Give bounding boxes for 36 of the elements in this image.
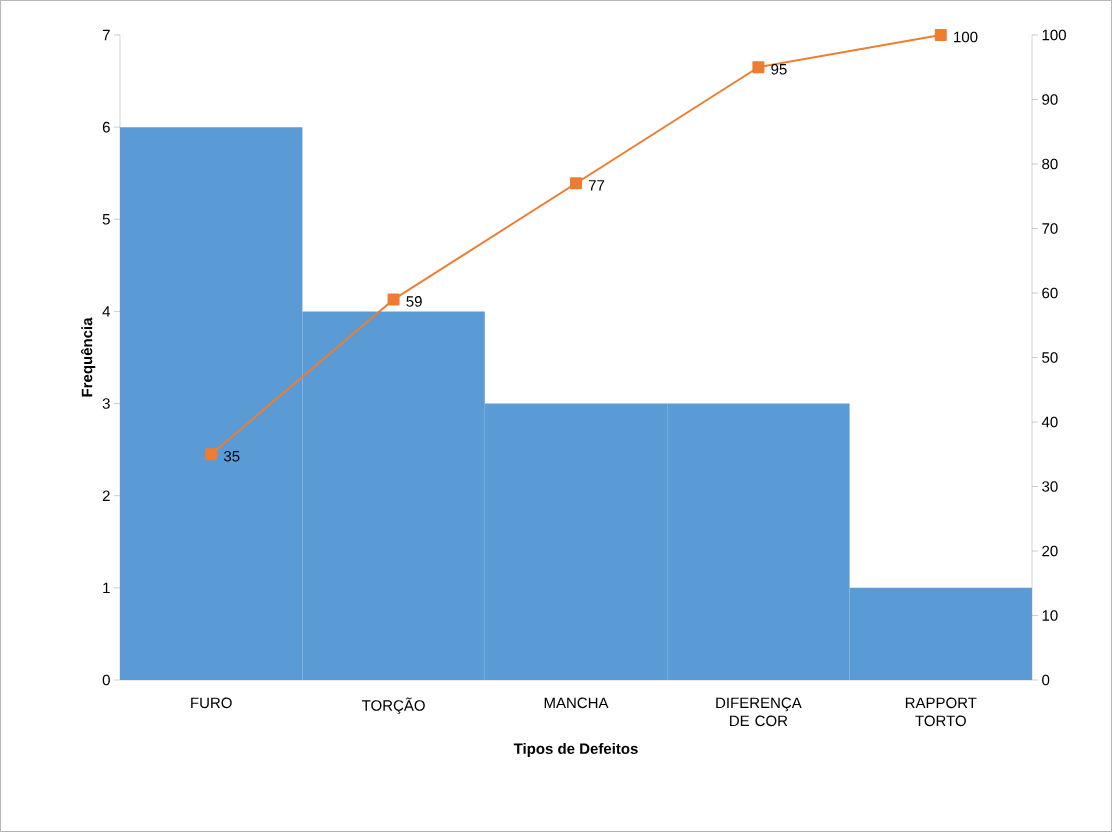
point <box>570 177 582 190</box>
y-tick-label: 3 <box>102 398 110 409</box>
y-tick-label: 0 <box>102 674 110 686</box>
y-axis-title: Frequência <box>80 317 96 397</box>
x-tick-label: FURO <box>191 697 232 709</box>
x-tick-label: MANCHA <box>544 697 609 709</box>
point <box>205 448 218 461</box>
x-tick-label: TORÇÃO <box>361 697 425 714</box>
data-label: 100 <box>954 31 978 43</box>
data-label: 77 <box>588 180 605 191</box>
y2-tick-label: 10 <box>1042 610 1058 621</box>
point <box>934 28 947 41</box>
x-axis-title: Tipos de Defeitos <box>513 743 638 757</box>
point <box>387 293 400 306</box>
y2-tick-label: 30 <box>1042 481 1058 492</box>
y2-tick-label: 70 <box>1042 223 1058 234</box>
y-tick-label: 7 <box>102 29 110 41</box>
y-tick-label: 6 <box>102 121 110 133</box>
y-tick-label: 5 <box>102 214 110 225</box>
y2-tick-label: 60 <box>1042 287 1058 299</box>
data-label: 59 <box>406 296 422 307</box>
x-tick-label: RAPPORT TORTO <box>905 697 977 727</box>
y2-tick-label: 0 <box>1042 674 1050 686</box>
y2-tick-label: 20 <box>1042 545 1058 557</box>
y2-tick-label: 80 <box>1042 158 1058 170</box>
y2-tick-label: 90 <box>1042 94 1058 105</box>
y-tick-label: 1 <box>103 582 110 593</box>
point <box>752 61 765 74</box>
y2-tick-label: 50 <box>1042 352 1058 363</box>
data-label: 35 <box>223 450 240 462</box>
y2-tick-label: 40 <box>1041 416 1058 428</box>
y2-tick-label: 100 <box>1042 29 1066 41</box>
x-tick-label: DIFERENÇA DE COR <box>716 697 802 727</box>
y-tick-label: 4 <box>102 306 111 317</box>
data-label: 95 <box>771 63 787 75</box>
y-tick-label: 2 <box>102 490 110 501</box>
